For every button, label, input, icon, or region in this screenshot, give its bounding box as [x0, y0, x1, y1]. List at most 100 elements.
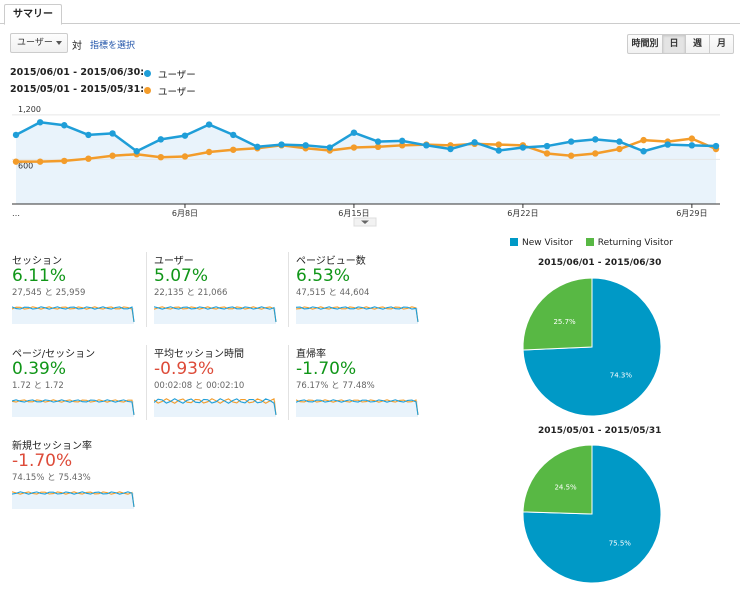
data-point[interactable] [85, 155, 92, 162]
pie-slice-returning-visitor[interactable] [522, 444, 593, 515]
series-line-previous [16, 137, 717, 163]
scorecard[interactable]: 直帰率 -1.70% 76.17% と 77.48% [296, 345, 431, 423]
pie-title-current: 2015/06/01 - 2015/06/30 [538, 258, 662, 268]
y-tick-label: 1,200 [18, 105, 41, 114]
granularity-switch: 時間別 日 週 月 [627, 34, 734, 54]
data-point[interactable] [205, 148, 213, 156]
data-point[interactable] [36, 158, 44, 165]
data-point[interactable] [181, 153, 189, 160]
sparkline-line [12, 399, 135, 416]
data-point[interactable] [302, 142, 309, 149]
data-point[interactable] [350, 144, 358, 151]
data-point[interactable] [230, 131, 237, 139]
data-point[interactable] [616, 138, 623, 145]
data-point[interactable] [157, 136, 165, 143]
legend-current-dot [144, 70, 151, 77]
sparkline-area [154, 401, 276, 417]
data-point[interactable] [664, 141, 671, 148]
scorecard-title: 新規セッション率 [12, 441, 92, 452]
data-point[interactable] [471, 139, 478, 146]
data-point[interactable] [423, 142, 430, 149]
sparkline-line [296, 399, 419, 416]
data-point[interactable] [374, 138, 382, 145]
sparkline-line [12, 306, 135, 323]
data-point[interactable] [230, 146, 237, 153]
scorecard-title: 直帰率 [296, 349, 326, 360]
sparkline-line [154, 397, 277, 416]
pie-label-returning: 25.7% [553, 318, 576, 326]
scorecard[interactable]: ユーザー 5.07% 22,135 と 21,066 [154, 252, 289, 330]
scorecard[interactable]: セッション 6.11% 27,545 と 25,959 [12, 252, 147, 330]
data-point[interactable] [254, 143, 261, 150]
data-point[interactable] [326, 144, 333, 151]
data-point[interactable] [399, 142, 406, 149]
data-point[interactable] [12, 158, 20, 165]
data-point[interactable] [278, 141, 285, 148]
x-tick-label: 6月15日 [338, 209, 369, 218]
scorecard-title: ページビュー数 [296, 256, 366, 267]
legend-previous[interactable]: 2015/05/01 - 2015/05/31: ユーザー [10, 84, 196, 98]
data-point[interactable] [133, 148, 140, 155]
legend-returning-visitor-swatch [585, 238, 594, 246]
data-point[interactable] [61, 157, 68, 165]
data-point[interactable] [205, 121, 213, 128]
data-point[interactable] [399, 137, 406, 145]
data-point[interactable] [688, 135, 696, 142]
scorecard-compare: 47,515 と 44,604 [296, 288, 370, 298]
data-point[interactable] [61, 122, 68, 129]
tab-summary[interactable]: サマリー [4, 4, 62, 25]
data-point[interactable] [495, 147, 502, 154]
data-point[interactable] [181, 132, 189, 139]
scorecard[interactable]: 新規セッション率 -1.70% 74.15% と 75.43% [12, 437, 147, 515]
scorecard[interactable]: ページ/セッション 0.39% 1.72 と 1.72 [12, 345, 147, 423]
data-point[interactable] [374, 143, 382, 150]
sparkline-area [12, 308, 134, 324]
data-point[interactable] [592, 150, 599, 157]
data-point[interactable] [350, 129, 358, 136]
data-point[interactable] [85, 131, 92, 139]
data-point[interactable] [567, 138, 575, 145]
scorecard-divider [146, 345, 147, 420]
data-point[interactable] [543, 142, 551, 150]
granularity-month-button[interactable]: 月 [709, 34, 734, 54]
data-point[interactable] [543, 150, 551, 157]
scorecard[interactable]: 平均セッション時間 -0.93% 00:02:08 と 00:02:10 [154, 345, 289, 423]
data-point[interactable] [12, 131, 20, 139]
data-point[interactable] [592, 136, 599, 143]
data-point[interactable] [688, 142, 696, 149]
users-line-chart[interactable]: 1,200 600 … 6月8日 6月15日 6月22日 6月29日 [12, 100, 720, 230]
data-point[interactable] [616, 145, 623, 153]
scorecard[interactable]: ページビュー数 6.53% 47,515 と 44,604 [296, 252, 431, 330]
data-point[interactable] [519, 144, 527, 151]
select-metric-link[interactable]: 指標を選択 [90, 41, 136, 51]
pie-label-new: 75.5% [609, 540, 632, 548]
data-point[interactable] [712, 142, 720, 150]
data-point[interactable] [640, 136, 647, 144]
data-point[interactable] [36, 119, 44, 126]
legend-previous-series: ユーザー [158, 87, 196, 98]
scorecard-title: 平均セッション時間 [154, 349, 244, 360]
legend-new-visitor-swatch [510, 238, 518, 246]
data-point[interactable] [567, 152, 575, 159]
scorecard-compare: 22,135 と 21,066 [154, 288, 228, 298]
pie-chart-previous[interactable]: 24.5% 75.5% [521, 443, 663, 585]
legend-current[interactable]: 2015/06/01 - 2015/06/30: ユーザー [10, 67, 196, 81]
granularity-hour-button[interactable]: 時間別 [627, 34, 663, 54]
pie-chart-current[interactable]: 25.7% 74.3% [521, 276, 663, 418]
pie-title-previous: 2015/05/01 - 2015/05/31 [538, 426, 662, 436]
data-point[interactable] [447, 145, 454, 153]
data-point[interactable] [640, 148, 647, 155]
metric-select[interactable]: ユーザー [10, 33, 68, 53]
pie-label-new: 74.3% [610, 372, 633, 380]
granularity-day-button[interactable]: 日 [662, 34, 686, 54]
pie-slice-returning-visitor[interactable] [522, 277, 593, 351]
x-tick-label: 6月8日 [172, 209, 198, 218]
series-area-current [16, 122, 716, 204]
data-point[interactable] [109, 152, 116, 159]
granularity-week-button[interactable]: 週 [685, 34, 710, 54]
data-point[interactable] [495, 141, 502, 148]
scorecard-value: -1.70% [296, 359, 357, 379]
data-point[interactable] [109, 130, 116, 137]
data-point[interactable] [157, 154, 165, 161]
legend-current-series: ユーザー [158, 70, 196, 81]
